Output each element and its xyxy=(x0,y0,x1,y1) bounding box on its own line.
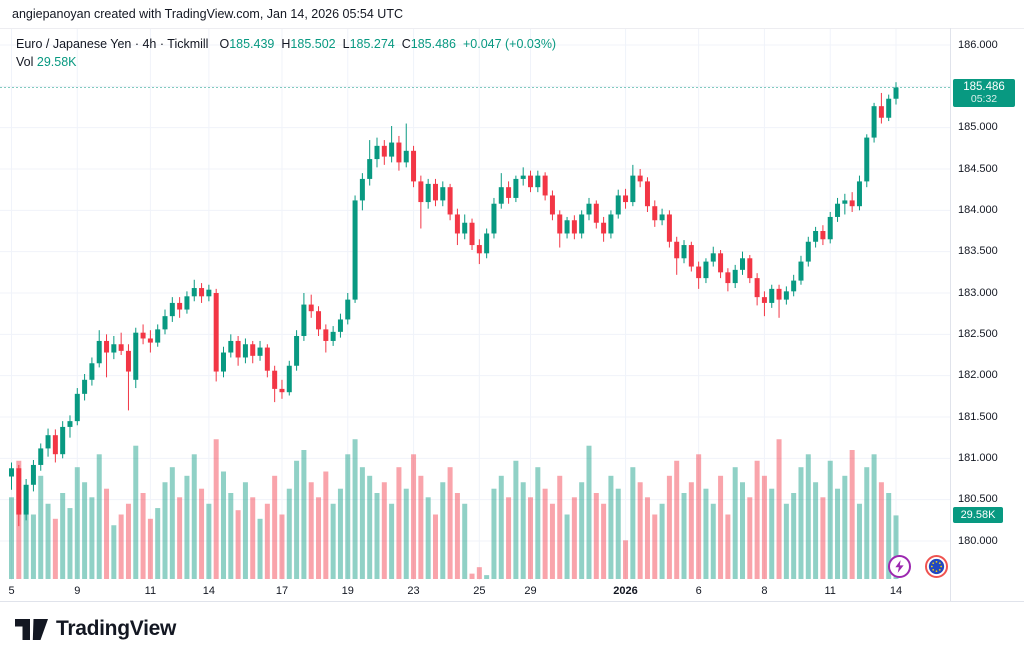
time-axis-label: 5 xyxy=(8,585,15,597)
price-axis-label: 181.000 xyxy=(958,451,998,464)
price-axis-label: 180.000 xyxy=(958,534,998,547)
chart-legend: Euro / Japanese Yen · 4h · Tickmill O185.… xyxy=(16,35,556,71)
time-axis-label: 6 xyxy=(695,585,702,597)
time-axis-label: 14 xyxy=(202,585,215,597)
price-axis-label: 182.500 xyxy=(958,327,998,340)
time-axis-label: 25 xyxy=(473,585,486,597)
bar-countdown: 05:32 xyxy=(970,92,998,105)
price-axis-label: 180.500 xyxy=(958,493,998,506)
high-label: H xyxy=(281,37,291,51)
time-axis-label: 8 xyxy=(761,585,768,597)
legend-volume-row: Vol 29.58K xyxy=(16,53,556,71)
tradingview-logo-text: TradingView xyxy=(56,617,177,640)
lightning-event-marker[interactable] xyxy=(888,555,911,578)
time-axis-label: 14 xyxy=(889,585,903,597)
symbol-title[interactable]: Euro / Japanese Yen · 4h · Tickmill xyxy=(16,37,209,51)
price-axis-label: 181.500 xyxy=(958,410,998,423)
volume-series xyxy=(9,439,899,579)
price-axis-label: 186.000 xyxy=(958,38,998,51)
attribution-text: angiepanoyan created with TradingView.co… xyxy=(12,7,403,21)
eu-flag-icon xyxy=(928,558,945,575)
open-label: O xyxy=(219,37,230,51)
open-value: 185.439 xyxy=(229,37,275,51)
close-label: C xyxy=(401,37,411,51)
last-volume-badge: 29.58K xyxy=(953,507,1003,524)
price-axis-label: 185.000 xyxy=(958,121,998,134)
time-axis-label: 11 xyxy=(824,585,836,597)
time-axis-label: 17 xyxy=(275,585,289,597)
legend-symbol-row: Euro / Japanese Yen · 4h · Tickmill O185.… xyxy=(16,35,556,53)
eu-flag-event-marker[interactable] xyxy=(925,555,948,578)
time-axis-label: 23 xyxy=(407,585,420,597)
price-axis-label: 183.000 xyxy=(958,286,998,299)
axis-separators xyxy=(0,28,1024,602)
volume-label: Vol xyxy=(16,55,34,69)
time-axis-label: 29 xyxy=(524,585,537,597)
lightning-icon xyxy=(895,560,904,573)
last-price-value: 185.486 xyxy=(963,80,1005,93)
high-value: 185.502 xyxy=(290,37,336,51)
price-axis-label: 184.000 xyxy=(958,203,998,216)
low-value: 185.274 xyxy=(349,37,395,51)
close-value: 185.486 xyxy=(410,37,456,51)
time-axis-label: 11 xyxy=(144,585,157,597)
change-value: +0.047 (+0.03%) xyxy=(462,37,557,51)
last-price-badge: 185.486 05:32 xyxy=(953,78,1015,107)
time-axis-label: 19 xyxy=(341,585,354,597)
tradingview-logo-mark xyxy=(15,618,48,640)
price-axis-label: 182.000 xyxy=(958,369,998,382)
time-axis-label: 2026 xyxy=(613,585,638,597)
price-axis-label: 184.500 xyxy=(958,162,998,175)
footer-bar: TradingView xyxy=(0,602,1024,661)
time-axis-label: 9 xyxy=(74,585,81,597)
candlestick-series xyxy=(9,82,899,527)
volume-value: 29.58K xyxy=(36,55,77,69)
tradingview-logo[interactable]: TradingView xyxy=(15,617,176,641)
low-label: L xyxy=(342,37,350,51)
price-axis-label: 183.500 xyxy=(958,245,998,258)
